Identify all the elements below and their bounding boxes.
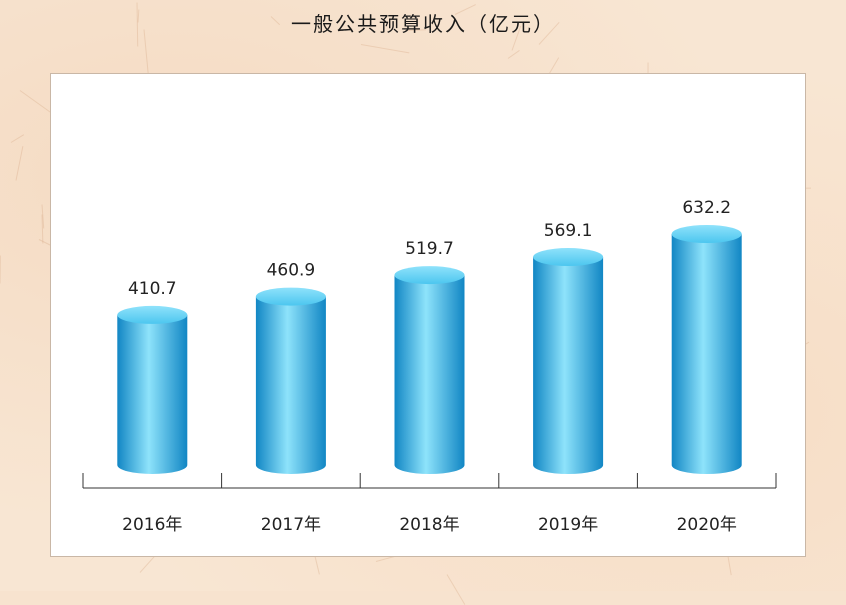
- bar-top: [255, 287, 326, 306]
- x-axis: [82, 473, 777, 489]
- bar: [394, 266, 465, 474]
- x-tick-label: 2020年: [677, 515, 737, 535]
- chart-title: 一般公共预算收入（亿元）: [291, 12, 555, 36]
- bars-group: [117, 225, 742, 474]
- x-tick-label: 2019年: [538, 515, 598, 535]
- bar-top: [394, 266, 465, 285]
- data-label: 410.7: [128, 279, 177, 299]
- bar: [117, 305, 188, 474]
- x-tick-label: 2016年: [122, 515, 182, 535]
- x-tick-label: 2017年: [261, 515, 321, 535]
- data-label: 569.1: [544, 221, 593, 241]
- bar-top: [671, 225, 742, 243]
- bar-top: [117, 305, 188, 324]
- bar: [533, 248, 604, 474]
- data-label: 460.9: [267, 261, 316, 281]
- bar-top: [533, 248, 604, 267]
- bar-body: [255, 296, 326, 474]
- bar-body: [394, 275, 465, 474]
- data-label: 632.2: [682, 198, 731, 218]
- bar: [671, 225, 742, 474]
- bar: [255, 287, 326, 474]
- labels-group: 410.7 2016年 460.9 2017年 519.7 2018年 569.1 2019年…: [122, 198, 737, 535]
- data-label: 519.7: [405, 239, 454, 259]
- bar-body: [671, 234, 742, 474]
- bar-body: [117, 314, 188, 474]
- x-tick-label: 2018年: [399, 515, 459, 535]
- bar-chart: 410.7 2016年 460.9 2017年 519.7 2018年 569.1 2019年…: [82, 198, 777, 535]
- bar-body: [533, 257, 604, 474]
